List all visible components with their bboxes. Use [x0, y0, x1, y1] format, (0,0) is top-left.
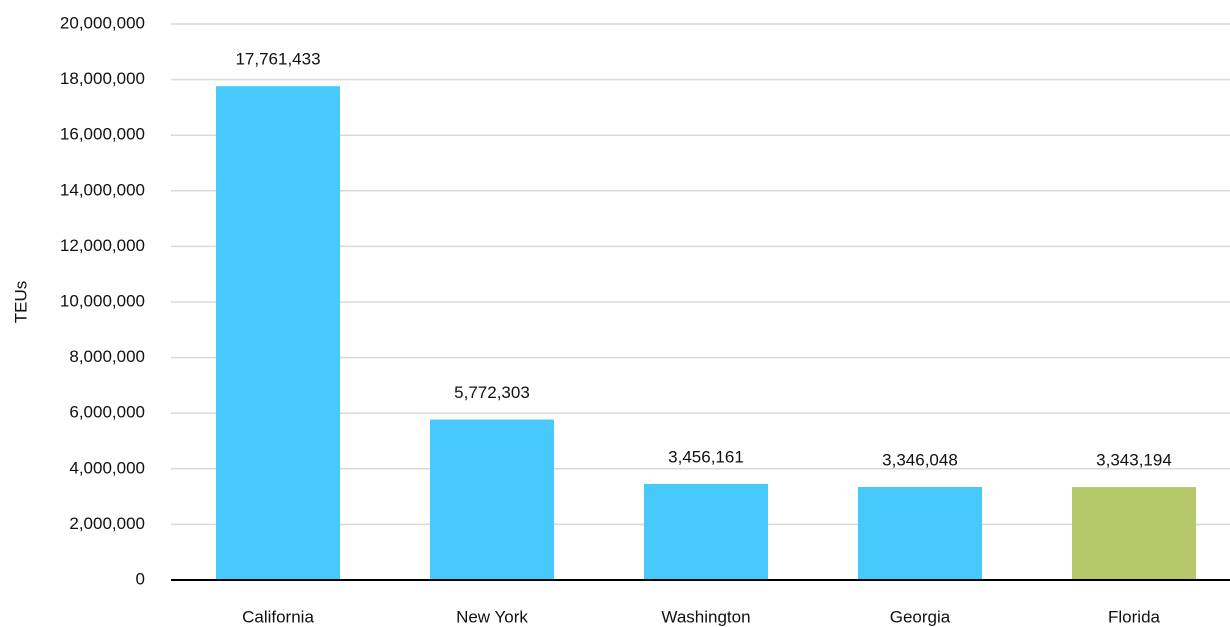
bar — [858, 486, 982, 580]
bar — [644, 483, 768, 580]
data-label: 17,761,433 — [235, 50, 320, 69]
data-label: 3,343,194 — [1096, 451, 1172, 470]
y-tick-label: 16,000,000 — [60, 125, 145, 144]
y-tick-label: 0 — [136, 569, 145, 588]
y-tick-label: 4,000,000 — [69, 458, 145, 477]
x-tick-label: New York — [456, 607, 528, 626]
bar — [430, 419, 554, 580]
data-label: 3,346,048 — [882, 450, 958, 469]
y-tick-label: 12,000,000 — [60, 236, 145, 255]
x-tick-label: Florida — [1108, 607, 1161, 626]
y-tick-label: 6,000,000 — [69, 403, 145, 422]
y-tick-label: 2,000,000 — [69, 514, 145, 533]
x-tick-label: California — [242, 607, 314, 626]
y-tick-label: 10,000,000 — [60, 291, 145, 310]
x-tick-label: Georgia — [890, 607, 951, 626]
y-tick-label: 18,000,000 — [60, 69, 145, 88]
y-tick-label: 8,000,000 — [69, 347, 145, 366]
y-tick-label: 20,000,000 — [60, 13, 145, 32]
bar — [216, 86, 340, 580]
x-tick-label: Washington — [661, 607, 750, 626]
y-axis-label: TEUs — [11, 281, 30, 324]
bar — [1072, 487, 1196, 580]
data-label: 5,772,303 — [454, 383, 530, 402]
data-label: 3,456,161 — [668, 447, 744, 466]
y-tick-label: 14,000,000 — [60, 180, 145, 199]
